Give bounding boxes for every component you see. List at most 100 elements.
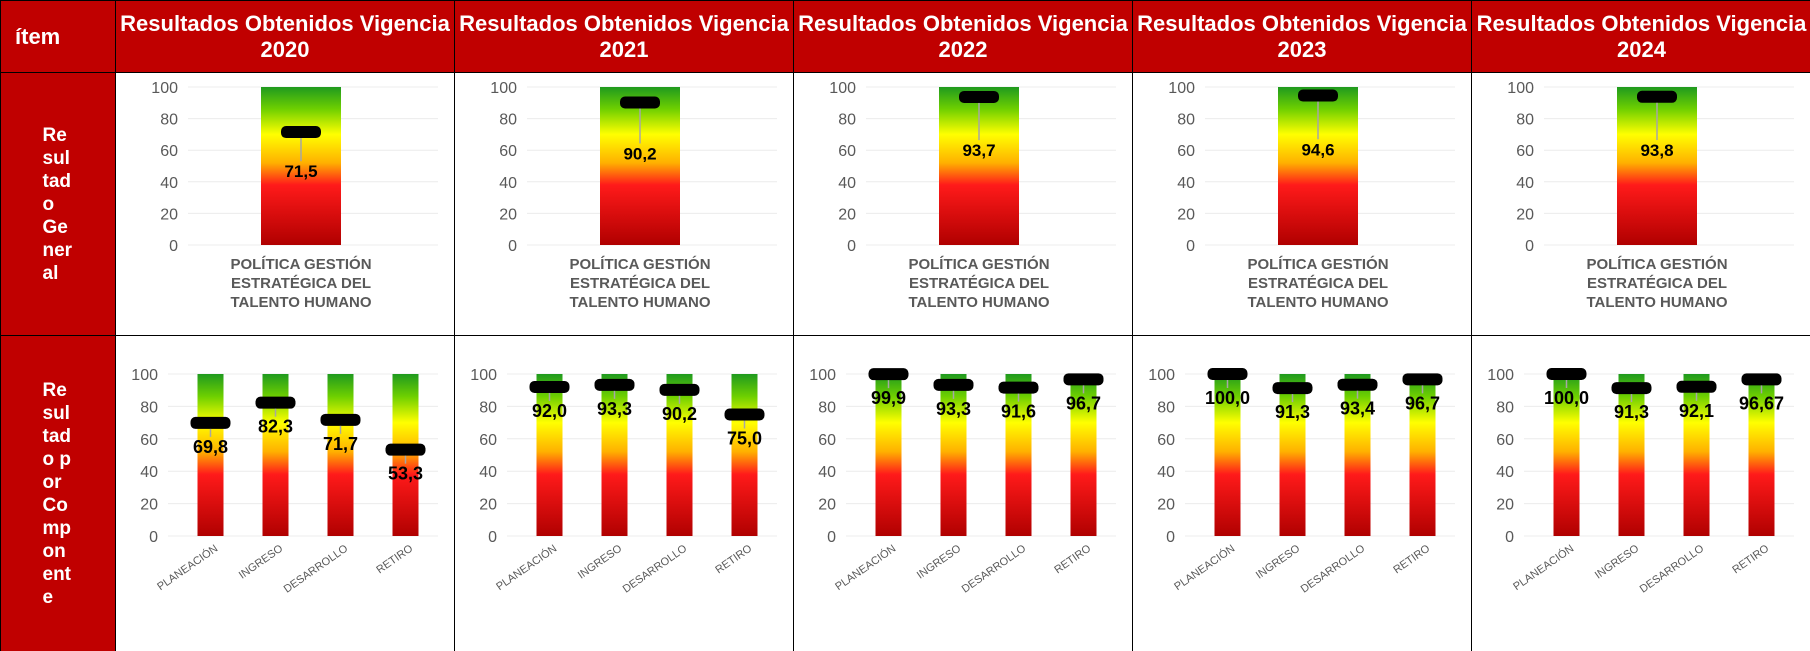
marker	[281, 126, 321, 139]
value-label: 94,6	[1301, 140, 1334, 159]
category-label: POLÍTICA GESTIÓN ESTRATÉGICA DEL TALENTO…	[230, 256, 372, 311]
marker	[1637, 90, 1677, 103]
marker	[1337, 378, 1378, 391]
y-tick-label: 80	[499, 112, 517, 129]
y-tick-label: 0	[488, 529, 497, 546]
y-tick-label: 60	[479, 432, 497, 449]
y-tick-label: 40	[1177, 175, 1195, 192]
category-label: INGRESO	[915, 542, 964, 581]
chart: 0 20 40 60 80 100 69,8 PLANEACIÓN 82,3 INGRESO 71,…	[131, 367, 438, 596]
y-tick-label: 0	[169, 238, 178, 255]
gauge-band	[1683, 374, 1710, 536]
category-label: INGRESO	[1254, 542, 1303, 581]
y-tick-label: 0	[847, 238, 856, 255]
marker	[1298, 89, 1338, 102]
value-label: 82,3	[258, 417, 293, 437]
chart: 0 20 40 60 80 100 93,7	[829, 80, 1116, 255]
gauge-band	[1344, 374, 1371, 536]
value-label: 53,3	[388, 464, 423, 484]
category-label: POLÍTICA GESTIÓN ESTRATÉGICA DEL TALENTO…	[1586, 256, 1728, 311]
y-tick-label: 0	[827, 529, 836, 546]
marker	[385, 443, 426, 456]
header-cell: Resultados Obtenidos Vigencia 2022	[794, 1, 1133, 73]
header-cell: Resultados Obtenidos Vigencia 2023	[1133, 1, 1472, 73]
y-tick-label: 0	[1166, 529, 1175, 546]
chart-cell: 0 20 40 60 80 100 99,9 PLANEACIÓN 93,3 INGRESO 91,…	[794, 336, 1133, 651]
y-tick-label: 0	[508, 238, 517, 255]
y-tick-label: 60	[499, 143, 517, 160]
y-tick-label: 0	[1505, 529, 1514, 546]
y-tick-label: 60	[1516, 143, 1534, 160]
category-label: INGRESO	[1593, 542, 1642, 581]
marker	[620, 96, 660, 109]
category-label: POLÍTICA GESTIÓN ESTRATÉGICA DEL TALENTO…	[908, 256, 1050, 311]
chart: 0 20 40 60 80 100 94,6	[1168, 80, 1455, 255]
chart-cell: 0 20 40 60 80 100 93,8 POLÍTICA GESTIÓN ESTRATÉ…	[1472, 73, 1810, 336]
marker	[959, 90, 999, 103]
value-label: 75,0	[727, 429, 762, 449]
value-label: 91,6	[1001, 402, 1036, 422]
y-tick-label: 100	[1148, 367, 1175, 384]
y-tick-label: 40	[838, 175, 856, 192]
y-tick-label: 40	[1157, 464, 1175, 481]
y-tick-label: 80	[1516, 112, 1534, 129]
y-tick-label: 80	[1157, 399, 1175, 416]
y-tick-label: 100	[1168, 80, 1195, 97]
y-tick-label: 40	[479, 464, 497, 481]
value-label: 91,3	[1275, 402, 1310, 422]
category-label: DESARROLLO	[1638, 542, 1707, 595]
marker	[1063, 373, 1104, 386]
chart: 0 20 40 60 80 100 100,0 PLANEACIÓN 91,3 INGRESO 92…	[1487, 367, 1794, 596]
category-label: PLANEACIÓN	[155, 542, 221, 593]
category-label: RETIRO	[1052, 542, 1093, 576]
chart: 0 20 40 60 80 100 92,0 PLANEACIÓN 93,3 INGRESO 90,…	[470, 367, 777, 596]
marker	[1402, 373, 1443, 386]
y-tick-label: 20	[479, 497, 497, 514]
value-label: 90,2	[623, 144, 656, 163]
gauge-band	[875, 374, 902, 536]
y-tick-label: 60	[140, 432, 158, 449]
category-label: INGRESO	[237, 542, 286, 581]
y-tick-label: 100	[1507, 80, 1534, 97]
y-tick-label: 80	[140, 399, 158, 416]
chart-cell: 0 20 40 60 80 100 93,7 POLÍTICA GESTIÓN ESTRATÉ…	[794, 73, 1133, 336]
y-tick-label: 20	[1516, 206, 1534, 223]
category-label: PLANEACIÓN	[494, 542, 560, 593]
y-tick-label: 40	[160, 175, 178, 192]
chart-cell: 0 20 40 60 80 100 92,0 PLANEACIÓN 93,3 INGRESO 90,…	[455, 336, 794, 651]
gauge-band	[601, 374, 628, 536]
chart: 0 20 40 60 80 100 93,8	[1507, 80, 1794, 255]
y-tick-label: 40	[499, 175, 517, 192]
gauge-band	[731, 374, 758, 536]
marker	[1272, 382, 1313, 395]
y-tick-label: 80	[1177, 112, 1195, 129]
y-tick-label: 60	[818, 432, 836, 449]
value-label: 91,3	[1614, 402, 1649, 422]
y-tick-label: 60	[1157, 432, 1175, 449]
category-label: POLÍTICA GESTIÓN ESTRATÉGICA DEL TALENTO…	[1247, 256, 1389, 311]
y-tick-label: 80	[838, 112, 856, 129]
header-cell: Resultados Obtenidos Vigencia 2020	[116, 1, 455, 73]
chart-cell: 0 20 40 60 80 100 94,6 POLÍTICA GESTIÓN ESTRATÉ…	[1133, 73, 1472, 336]
value-label: 93,4	[1340, 399, 1375, 419]
header-cell: ítem	[1, 1, 116, 73]
y-tick-label: 0	[1186, 238, 1195, 255]
header-cell: Resultados Obtenidos Vigencia 2024	[1472, 1, 1810, 73]
marker	[1611, 382, 1652, 395]
category-label: PLANEACIÓN	[833, 542, 899, 593]
y-tick-label: 0	[1525, 238, 1534, 255]
chart: 0 20 40 60 80 100 71,5	[151, 80, 438, 255]
y-tick-label: 100	[131, 367, 158, 384]
row-label-cell: Resultado por Componente	[1, 336, 116, 651]
marker	[998, 381, 1039, 394]
y-tick-label: 20	[160, 206, 178, 223]
value-label: 100,0	[1544, 388, 1589, 408]
category-label: DESARROLLO	[1299, 542, 1368, 595]
gauge-band	[327, 374, 354, 536]
marker	[1546, 368, 1587, 380]
gauge-band	[1070, 374, 1097, 536]
y-tick-label: 20	[140, 497, 158, 514]
value-label: 93,3	[597, 399, 632, 419]
gauge-band	[536, 374, 563, 536]
y-tick-label: 20	[1157, 497, 1175, 514]
